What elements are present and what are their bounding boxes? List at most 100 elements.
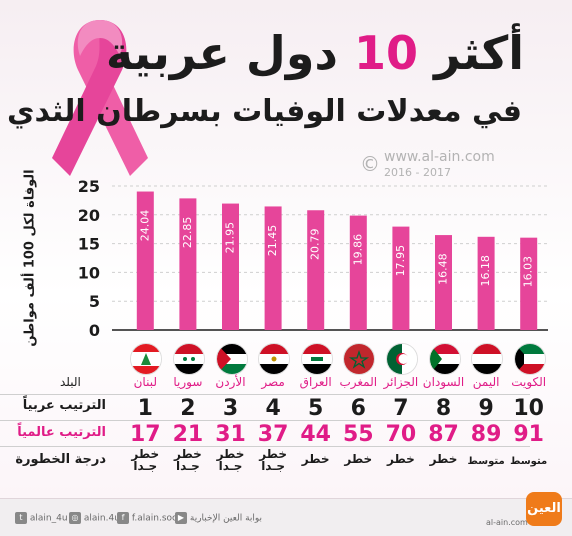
sudan-flag-icon xyxy=(428,343,461,375)
country-name: الكويت xyxy=(511,375,547,389)
risk-level-line: جـدا xyxy=(175,459,200,473)
risk-level-line: خطر xyxy=(259,447,287,461)
world-rank: 70 xyxy=(385,422,417,447)
bar-data-label: 16.48 xyxy=(437,253,450,285)
bar xyxy=(392,226,410,330)
country-name: اليمن xyxy=(472,375,500,389)
arab-rank: 10 xyxy=(513,396,544,421)
country-name: السودان xyxy=(422,375,465,389)
arab-rank: 9 xyxy=(478,396,494,421)
twitter-icon: t xyxy=(15,512,27,524)
facebook-icon: f xyxy=(117,512,129,524)
risk-level: خطر xyxy=(386,452,415,466)
world-rank: 21 xyxy=(172,422,204,447)
risk-level: متوسط xyxy=(510,456,548,467)
facebook-link[interactable]: f f.alain.social xyxy=(114,512,188,524)
instagram-link[interactable]: ◎ alain.4u xyxy=(66,512,120,524)
divider xyxy=(0,446,530,447)
risk-level: خطر جـدا xyxy=(208,448,254,472)
risk-level: خطر xyxy=(344,452,373,466)
title-number: 10 xyxy=(354,26,419,80)
world-rank: 91 xyxy=(513,422,544,447)
title-suffix: دول عربية xyxy=(105,26,339,80)
morocco-flag-icon xyxy=(343,343,376,375)
world-rank: 44 xyxy=(300,422,331,447)
youtube-link[interactable]: بوابة العين الإخبارية ▶ xyxy=(172,512,262,524)
country-name: العراق xyxy=(299,375,332,389)
divider xyxy=(0,394,530,395)
risk-level-line: جـدا xyxy=(133,459,158,473)
egypt-flag-icon xyxy=(258,343,291,375)
risk-label: درجة الخطورة xyxy=(15,452,106,467)
bar-data-label: 16.18 xyxy=(479,255,492,287)
world-rank: 31 xyxy=(215,422,246,447)
bar xyxy=(349,215,367,330)
page-subtitle: في معدلات الوفيات بسرطان الثدي xyxy=(7,94,522,129)
arab-rank: 7 xyxy=(393,396,409,421)
bar xyxy=(136,191,154,330)
twitter-link[interactable]: t alain_4u xyxy=(12,512,68,524)
bar xyxy=(520,237,538,330)
bar-data-label: 24.04 xyxy=(138,210,151,242)
risk-level-line: خطر xyxy=(131,447,160,461)
watermark-years: 2016 - 2017 xyxy=(384,166,451,179)
risk-level: خطر xyxy=(429,452,458,466)
bar-data-label: 20.79 xyxy=(309,228,322,260)
risk-level: متوسط xyxy=(467,456,505,467)
y-tick-label: 25 xyxy=(78,177,100,196)
bar xyxy=(477,236,495,330)
arab-rank: 1 xyxy=(137,396,153,421)
arab-rank: 5 xyxy=(308,396,324,421)
country-header: البلد xyxy=(60,375,81,389)
arab-rank: 4 xyxy=(265,396,281,421)
site-link[interactable]: al-ain.com xyxy=(486,518,528,527)
arab-rank: 8 xyxy=(435,396,452,421)
y-tick-label: 5 xyxy=(89,292,100,311)
arab-rank: 2 xyxy=(180,396,196,421)
jordan-flag-icon xyxy=(215,343,248,375)
kuwait-flag-icon xyxy=(513,343,546,375)
yemen-flag-icon xyxy=(471,343,504,375)
world-rank: 55 xyxy=(342,422,374,447)
risk-level: خطر جـدا xyxy=(165,448,211,472)
risk-level-line: خطر xyxy=(173,447,202,461)
country-name: الأردن xyxy=(215,375,246,389)
bar xyxy=(435,235,452,330)
lebanon-flag-icon xyxy=(130,343,163,375)
y-tick-label: 15 xyxy=(78,235,100,254)
country-name: سوريا xyxy=(173,375,203,389)
risk-level-line: جـدا xyxy=(261,459,285,473)
iraq-flag-icon xyxy=(300,343,333,375)
bar xyxy=(264,206,282,330)
country-name: لبنان xyxy=(133,375,157,389)
bar-data-label: 21.95 xyxy=(224,222,237,254)
risk-level: خطر جـدا xyxy=(122,448,168,472)
bar-data-label: 19.86 xyxy=(351,234,364,265)
world-rank-label: الترتيب عالمياً xyxy=(17,425,106,440)
watermark: © www.al-ain.com 2016 - 2017 xyxy=(360,149,536,181)
country-name: مصر xyxy=(261,375,285,389)
arab-rank: 6 xyxy=(350,396,366,421)
bar-data-label: 21.45 xyxy=(266,225,279,257)
risk-level-line: جـدا xyxy=(218,459,243,473)
y-tick-label: 20 xyxy=(78,206,100,225)
risk-level-line: خطر xyxy=(216,447,245,461)
world-rank: 37 xyxy=(257,422,289,447)
bar-data-label: 17.95 xyxy=(394,245,407,277)
bar-chart: 0 5 10 15 20 25 24.04 22.85 21.95 21.45 20.79 19.86… xyxy=(78,177,548,340)
syria-flag-icon xyxy=(172,343,205,375)
divider xyxy=(0,420,530,421)
copyright-icon: © xyxy=(360,152,380,176)
youtube-icon: ▶ xyxy=(175,512,187,524)
country-name: الجزائر xyxy=(383,375,419,389)
instagram-icon: ◎ xyxy=(69,512,81,524)
al-ain-logo: العين xyxy=(526,492,562,526)
country-name: المغرب xyxy=(339,375,378,389)
risk-level: خطر xyxy=(301,452,330,466)
y-tick-label: 0 xyxy=(89,321,100,340)
bar-data-label: 16.03 xyxy=(522,256,535,288)
pink-ribbon-icon xyxy=(52,20,148,176)
bar-data-label: 22.85 xyxy=(181,217,194,249)
world-rank: 17 xyxy=(129,422,161,447)
